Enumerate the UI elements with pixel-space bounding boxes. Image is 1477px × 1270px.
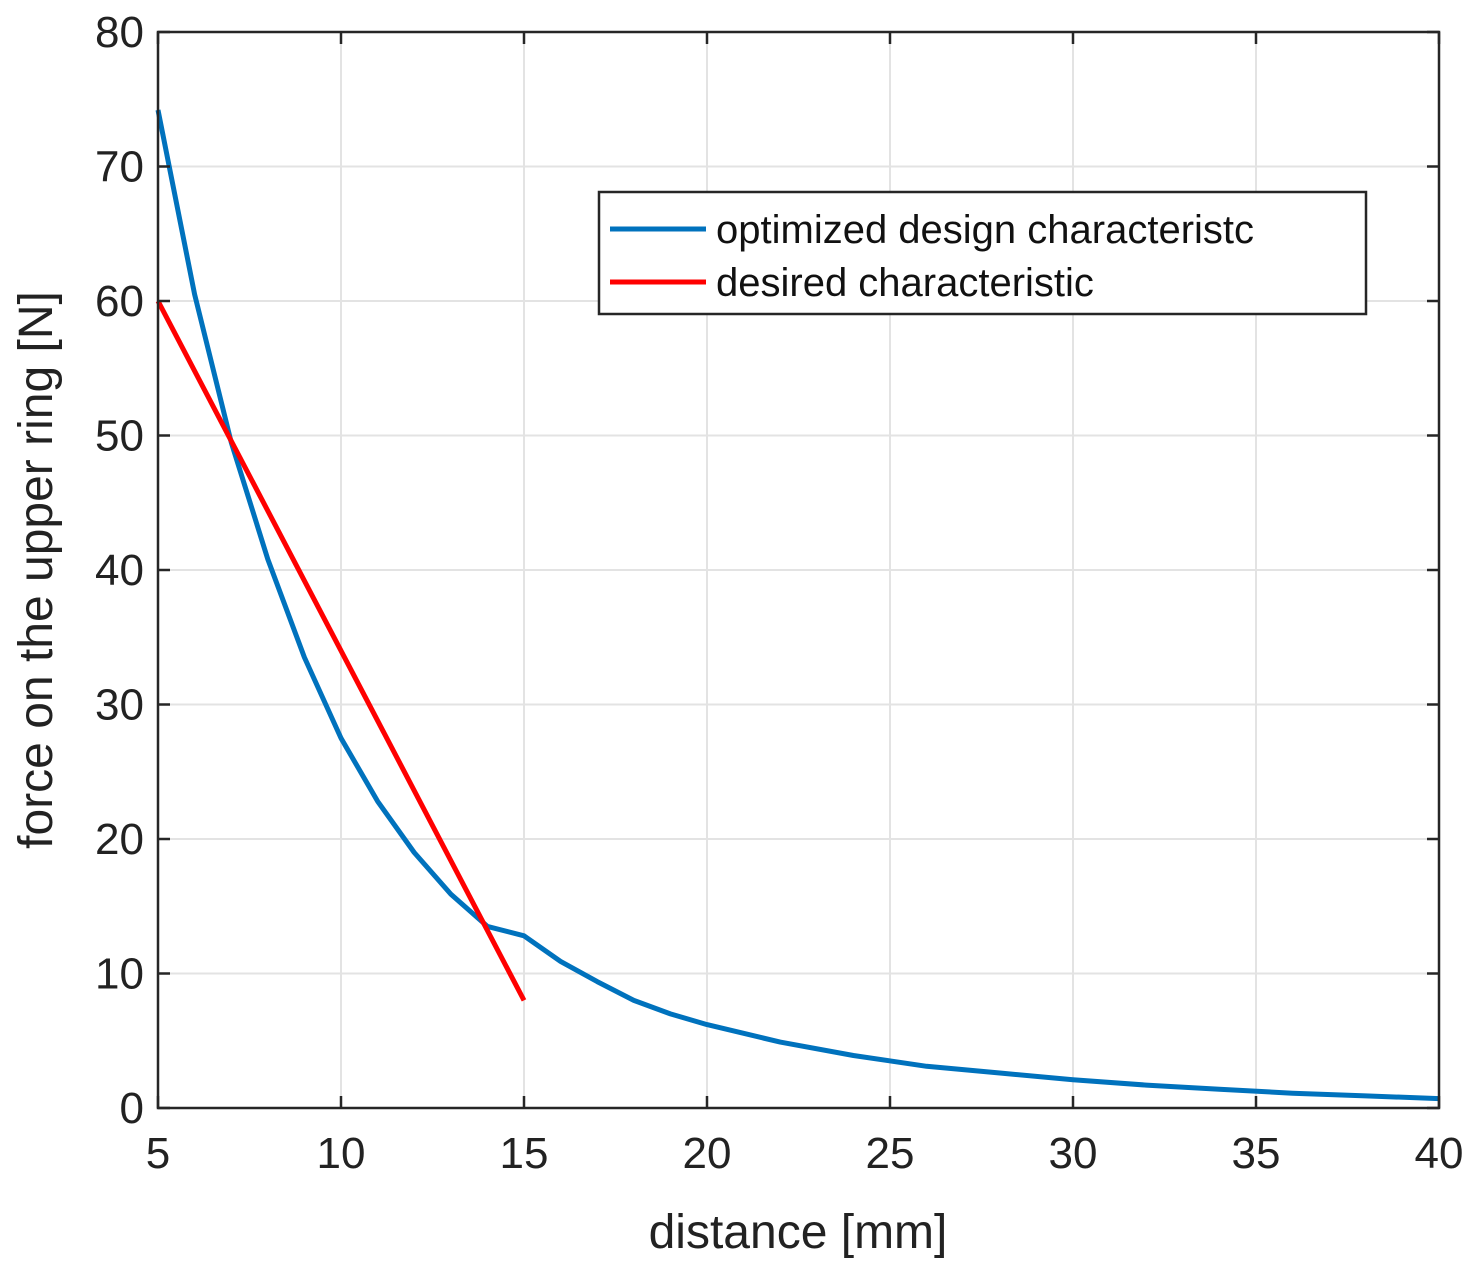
y-tick-label: 20 bbox=[95, 815, 144, 864]
y-tick-label: 70 bbox=[95, 143, 144, 192]
x-tick-label: 10 bbox=[317, 1129, 366, 1178]
series-line-optimized bbox=[155, 109, 1440, 1102]
y-axis-label: force on the upper ring [N] bbox=[10, 291, 63, 849]
legend-label-optimized: optimized design characteristc bbox=[716, 208, 1254, 252]
y-tick-label: 0 bbox=[120, 1084, 144, 1133]
x-tick-label: 40 bbox=[1415, 1129, 1464, 1178]
ticks-group: 5 10 15 20 25 30 35 40 0 10 20 30 40 50 60 70 80 bbox=[95, 8, 1463, 1178]
y-tick-label: 10 bbox=[95, 950, 144, 999]
x-tick-label: 25 bbox=[866, 1129, 915, 1178]
x-tick-label: 5 bbox=[146, 1129, 170, 1178]
x-tick-label: 15 bbox=[500, 1129, 549, 1178]
y-tick-label: 30 bbox=[95, 681, 144, 730]
x-tick-label: 30 bbox=[1049, 1129, 1098, 1178]
y-tick-label: 60 bbox=[95, 277, 144, 326]
y-tick-label: 80 bbox=[95, 8, 144, 57]
legend-label-desired: desired characteristic bbox=[716, 261, 1094, 305]
x-tick-label: 20 bbox=[683, 1129, 732, 1178]
y-tick-label: 50 bbox=[95, 412, 144, 461]
series-line-desired bbox=[155, 299, 527, 1002]
y-tick-label: 40 bbox=[95, 546, 144, 595]
series-group bbox=[155, 109, 1440, 1102]
legend-box bbox=[597, 190, 1368, 316]
legend: optimized design characteristc desired c… bbox=[597, 190, 1368, 316]
x-tick-label: 35 bbox=[1232, 1129, 1281, 1178]
x-axis-label: distance [mm] bbox=[649, 1206, 948, 1259]
